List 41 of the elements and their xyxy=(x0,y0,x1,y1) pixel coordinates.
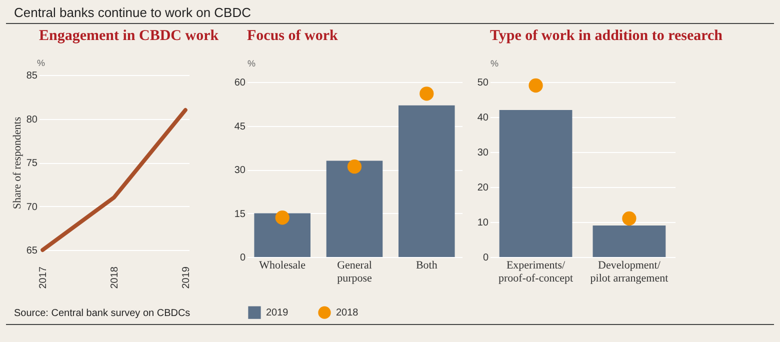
y-tick-label: 40 xyxy=(477,112,489,124)
y-tick-label: 20 xyxy=(477,182,489,194)
text: % xyxy=(37,58,46,68)
y-axis-title: % xyxy=(490,58,499,68)
legend-label: 2018 xyxy=(336,308,359,319)
point xyxy=(420,86,434,101)
bar xyxy=(254,213,310,257)
x-tick-label: 2017 xyxy=(38,266,50,289)
bar xyxy=(398,105,455,257)
y-axis-title: Share of respondents xyxy=(11,116,24,210)
y-tick-label: 75 xyxy=(26,158,38,169)
x-tick-label: 2018 xyxy=(110,266,120,289)
chart-title: Focus of work xyxy=(247,28,338,44)
y-tick-label: 15 xyxy=(234,208,246,220)
y-tick-label: 80 xyxy=(26,114,38,126)
x-tick-label: General purpose xyxy=(337,260,372,284)
chart-title: Type of work in addition to research xyxy=(490,28,724,44)
y-tick-label: 60 xyxy=(234,78,246,88)
y-tick-label: 85 xyxy=(26,70,38,82)
y-tick-label: 30 xyxy=(477,148,489,158)
text: Central banks continue to work on CBDC xyxy=(6,0,774,24)
x-tick-label: Development/ pilot arrangement xyxy=(590,260,668,284)
y-tick-label: 65 xyxy=(26,246,38,256)
point xyxy=(347,160,362,174)
y-axis-title: % xyxy=(248,58,256,68)
y-tick-label: 10 xyxy=(477,218,489,228)
y-tick-label: 0 xyxy=(482,252,489,264)
y-tick-label: 0 xyxy=(240,252,246,264)
x-tick-label: Experiments/ proof-of-concept xyxy=(498,260,574,284)
x-tick-label: Both xyxy=(416,260,438,272)
bar xyxy=(326,160,383,257)
y-tick-label: 45 xyxy=(234,121,246,132)
x-tick-label: Wholesale xyxy=(259,260,306,272)
chart-title: Engagement in CBDC work xyxy=(39,28,220,44)
y-tick-label: 30 xyxy=(234,165,246,176)
y-tick-label: 50 xyxy=(477,78,489,88)
y-tick-label: 70 xyxy=(26,202,38,213)
point xyxy=(275,210,290,225)
source-note: Source: Central bank survey on CBDCs xyxy=(14,308,190,319)
legend-label: 2019 xyxy=(266,308,289,319)
x-tick-label: 2019 xyxy=(180,266,192,289)
